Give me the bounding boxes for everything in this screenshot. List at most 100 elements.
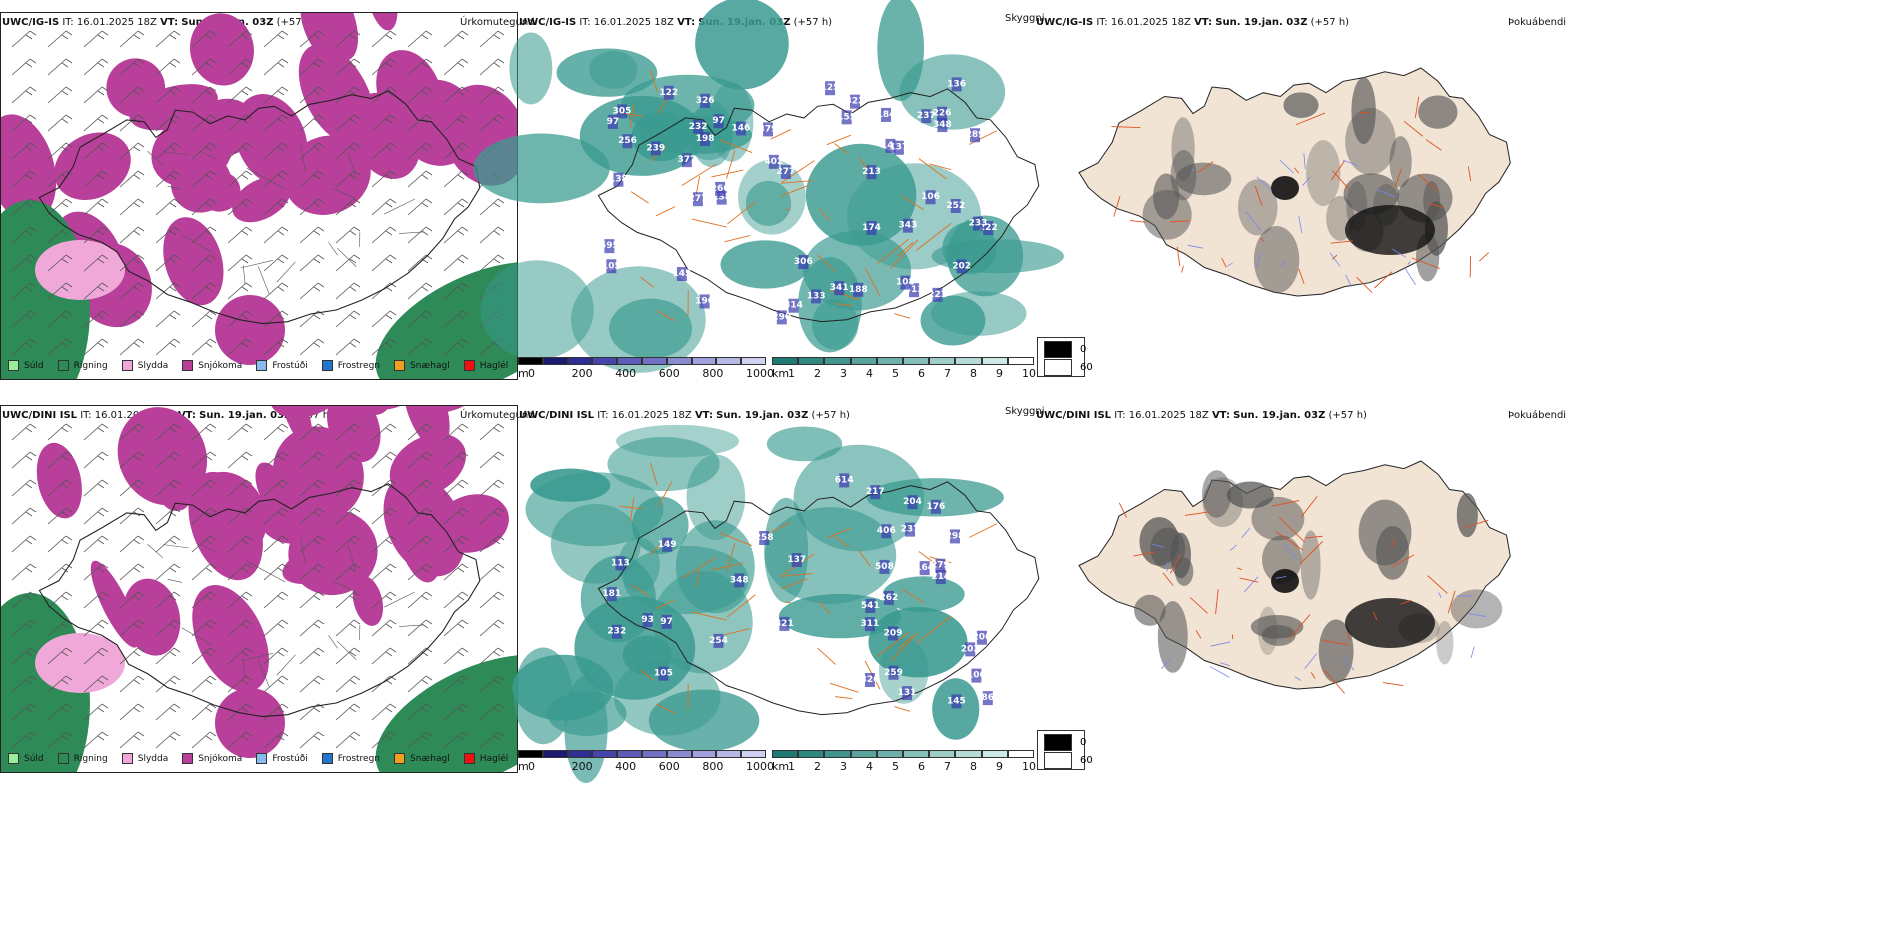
legend-label: Frostúði: [272, 360, 308, 371]
colorbar-tick: 800: [702, 760, 724, 773]
colorbar-tick: 6: [918, 367, 925, 380]
ceiling-label: 214: [931, 572, 950, 582]
ceiling-label: 508: [875, 562, 894, 572]
ceiling-label: 343: [899, 221, 918, 231]
colorbar-segment: [824, 750, 851, 758]
ceiling-label: 122: [659, 88, 678, 98]
colorbar-tick: 0: [528, 367, 535, 380]
colorbar-tick: 6: [918, 760, 925, 773]
colorbar-tick: 9: [996, 760, 1003, 773]
ceiling-label: 233: [969, 219, 988, 229]
precip-legend-2: Súld Rigning Slydda Snjókoma Frostúði Frostre…: [8, 753, 522, 764]
ceiling-label: 209: [884, 628, 903, 638]
ceiling-label: 256: [618, 136, 637, 146]
precip-legend-item: Snjókoma: [182, 360, 242, 371]
legend-swatch: [321, 753, 333, 764]
colorbar-segment: [666, 750, 692, 758]
precip-legend-item: Rigning: [57, 360, 108, 371]
colorbar-tick: 600: [658, 367, 680, 380]
fog-legend-value: 0: [1080, 344, 1087, 355]
fog-legend-row: 0: [1044, 734, 1086, 751]
ceiling-label: 145: [673, 269, 692, 279]
legend-label: Haglél: [479, 753, 509, 764]
ceiling-label: 614: [835, 475, 854, 485]
precip-legend-item: Súld: [8, 360, 44, 371]
panel-title-2b: UWC/DINI ISL IT: 16.01.2025 18Z VT: Sun.…: [519, 410, 850, 421]
ceiling-label: 146: [731, 123, 750, 133]
ceiling-label: 181: [602, 589, 621, 599]
ceiling-label: 138: [609, 175, 628, 185]
colorbar-tick: 1: [788, 367, 795, 380]
colorbar-segment: [592, 750, 618, 758]
colorbar-segment: [691, 357, 717, 365]
ceiling-label: 402: [764, 157, 783, 167]
colorbar-tick: 600: [658, 760, 680, 773]
colorbar-tick: 3: [840, 367, 847, 380]
ceiling-label: 149: [658, 540, 677, 550]
ceiling-label: 232: [607, 627, 626, 637]
panel-title-1c: UWC/IG-IS IT: 16.01.2025 18Z VT: Sun. 19…: [1036, 17, 1350, 28]
ceiling-label: 513: [905, 285, 924, 295]
precip-legend-1: Súld Rigning Slydda Snjókoma Frostúði Frostre…: [8, 360, 522, 371]
ceiling-label: 97: [712, 116, 725, 126]
ceiling-label: 145: [947, 696, 966, 706]
ceiling-label: 226: [933, 109, 952, 119]
colorbar-segment: [876, 750, 903, 758]
colorbar-segment: [666, 357, 692, 365]
legend-label: Slydda: [137, 360, 169, 371]
ceiling-label: 97: [660, 617, 673, 627]
precip-legend-item: Haglél: [463, 753, 509, 764]
legend-swatch: [182, 753, 194, 764]
fog-legend-value: 60: [1080, 755, 1093, 766]
ceiling-label: 305: [613, 106, 632, 116]
fog-legend-row: 60: [1044, 752, 1093, 769]
legend-swatch: [121, 360, 133, 371]
ceiling-label: 314: [784, 301, 803, 311]
colorbar-tick: 1000: [746, 760, 774, 773]
legend-label: Snæhagl: [410, 753, 450, 764]
colorbar-segment: [1007, 750, 1034, 758]
precip-legend-item: Súld: [8, 753, 44, 764]
visibility-title-2: Skyggni: [1005, 406, 1045, 417]
ceiling-colorbar-1: m 0 200 400 600 800 1000: [518, 357, 774, 381]
ceiling-label: 106: [921, 192, 940, 202]
ceiling-label: 252: [946, 201, 965, 211]
colorbar-segment: [929, 750, 956, 758]
precip-legend-item: Haglél: [463, 360, 509, 371]
ceiling-colorbar-2: m 0 200 400 600 800 1000: [518, 750, 774, 774]
legend-swatch: [463, 360, 475, 371]
colorbar-tick: 7: [944, 760, 951, 773]
legend-label: Rigning: [73, 753, 108, 764]
colorbar-segment: [567, 750, 593, 758]
ceiling-label: 222: [979, 223, 998, 233]
ceiling-label: 125: [821, 83, 840, 93]
ceiling-label: 289: [966, 130, 985, 140]
ceiling-label: 237: [917, 111, 936, 121]
ceiling-label: 377: [677, 155, 696, 165]
precip-legend-item: Frostregn: [321, 753, 380, 764]
ceiling-label: 176: [927, 502, 946, 512]
fog-legend-1: 0 60: [1037, 337, 1093, 377]
ceiling-label: 259: [884, 668, 903, 678]
ceiling-label: 237: [901, 525, 920, 535]
ceiling-label: 164: [915, 563, 934, 573]
ceiling-label: 133: [807, 291, 826, 301]
ceiling-label: 279: [931, 561, 950, 571]
colorbar-segment: [741, 357, 766, 365]
ceiling-label: 221: [928, 290, 947, 300]
colorbar-segment: [716, 357, 742, 365]
ceiling-label: 184: [877, 110, 896, 120]
ceiling-label: 306: [794, 257, 813, 267]
colorbar-tick: 2: [814, 760, 821, 773]
ceiling-label: 262: [879, 593, 898, 603]
ceiling-label: 106: [967, 671, 986, 681]
legend-label: Haglél: [479, 360, 509, 371]
fog-legend-row: 0: [1044, 341, 1086, 358]
fog-legend-value: 0: [1080, 737, 1087, 748]
legend-swatch: [121, 753, 133, 764]
visibility-colorbar-1: km 1 2 3 4 5 6 7 8 9 10: [772, 357, 1036, 381]
colorbar-segment: [518, 357, 543, 365]
colorbar-segment: [772, 750, 799, 758]
colorbar-segment: [798, 750, 825, 758]
legend-label: Slydda: [137, 753, 169, 764]
